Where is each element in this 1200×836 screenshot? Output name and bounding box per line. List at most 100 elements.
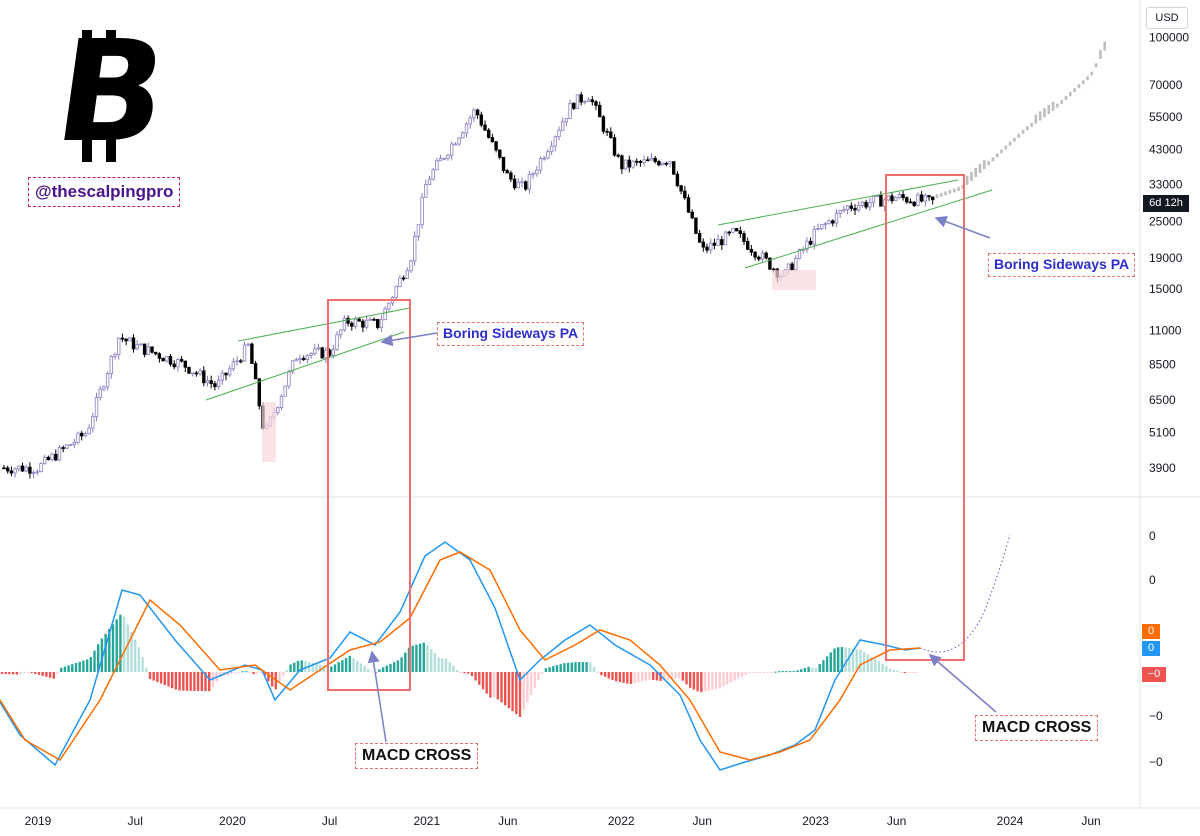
macd-cross-box-left[interactable] bbox=[327, 299, 411, 691]
annotation-pa-right[interactable]: Boring Sideways PA bbox=[988, 253, 1136, 277]
candle-body bbox=[897, 194, 902, 199]
candle-body bbox=[679, 185, 683, 192]
histogram-bar bbox=[689, 672, 692, 688]
histogram-bar bbox=[148, 672, 152, 680]
candle-body bbox=[572, 102, 576, 109]
histogram-bar bbox=[485, 672, 488, 694]
annotation-macd-left[interactable]: MACD CROSS bbox=[355, 743, 479, 769]
histogram-bar bbox=[270, 672, 274, 687]
histogram-bar bbox=[467, 672, 470, 674]
histogram-bar bbox=[496, 672, 499, 700]
candle-body bbox=[43, 456, 47, 465]
price-tick-label: 43000 bbox=[1149, 143, 1183, 157]
candle-body bbox=[161, 357, 165, 362]
candle-body bbox=[575, 94, 580, 109]
annotation-macd-right[interactable]: MACD CROSS bbox=[975, 715, 1099, 741]
histogram-bar bbox=[874, 659, 877, 672]
candle-body bbox=[723, 231, 728, 246]
candle-body bbox=[505, 170, 509, 174]
histogram-bar bbox=[681, 672, 684, 681]
histogram-bar bbox=[670, 672, 673, 680]
price-tick-label: 3900 bbox=[1149, 461, 1176, 475]
histogram-bar bbox=[818, 664, 821, 672]
candle-body bbox=[734, 228, 739, 232]
candle-body bbox=[142, 343, 147, 355]
candle-body bbox=[350, 322, 354, 327]
signal-line bbox=[0, 551, 921, 761]
candle-body bbox=[46, 456, 51, 461]
candle-body bbox=[668, 161, 672, 165]
candle-body bbox=[398, 277, 402, 288]
histogram-bar bbox=[60, 667, 63, 672]
histogram-bar bbox=[85, 659, 89, 672]
candle-body bbox=[424, 184, 428, 198]
histogram-bar bbox=[629, 672, 633, 684]
histogram-bar bbox=[37, 672, 41, 675]
projection-bar bbox=[1094, 63, 1098, 68]
projection-bar bbox=[995, 153, 999, 158]
histogram-bar bbox=[692, 672, 696, 690]
time-tick-label: 2022 bbox=[608, 814, 635, 828]
histogram-bar bbox=[696, 672, 699, 692]
histogram-bar bbox=[30, 672, 33, 674]
histogram-bar bbox=[437, 657, 440, 672]
candle-body bbox=[316, 347, 321, 350]
histogram-bar bbox=[463, 672, 466, 674]
time-tick-label: 2020 bbox=[219, 814, 246, 828]
candle-body bbox=[294, 359, 298, 362]
candle-body bbox=[583, 101, 587, 103]
annotation-pa-left[interactable]: Boring Sideways PA bbox=[437, 322, 585, 346]
candle-body bbox=[683, 190, 687, 199]
candle-body bbox=[364, 319, 369, 328]
currency-box[interactable]: USD bbox=[1146, 7, 1188, 29]
histogram-bar bbox=[385, 665, 388, 672]
histogram-bar bbox=[418, 643, 422, 672]
candle-body bbox=[912, 201, 916, 206]
candle-body bbox=[309, 353, 313, 356]
histogram-bar bbox=[677, 672, 681, 679]
price-tick-label: 11000 bbox=[1149, 323, 1182, 337]
candle-body bbox=[549, 145, 554, 153]
histogram-bar bbox=[729, 672, 733, 683]
histogram-bar bbox=[344, 658, 348, 672]
histogram-bar bbox=[422, 642, 425, 672]
macd-cross-box-right[interactable] bbox=[885, 174, 965, 661]
histogram-bar bbox=[193, 672, 196, 691]
histogram-bar bbox=[333, 664, 337, 672]
histogram-bar bbox=[888, 668, 892, 672]
histogram-bar bbox=[740, 672, 744, 677]
time-tick-label: 2019 bbox=[25, 814, 52, 828]
projection-bar bbox=[1030, 122, 1033, 127]
time-tick-label: 2024 bbox=[997, 814, 1024, 828]
histogram-bar bbox=[430, 649, 433, 672]
projection-bar bbox=[940, 192, 943, 197]
macd-value-text: 0 bbox=[1147, 642, 1155, 654]
projection-bar bbox=[974, 167, 977, 177]
histogram-bar bbox=[48, 672, 52, 678]
histogram-bar bbox=[788, 671, 792, 673]
candle-body bbox=[157, 353, 162, 359]
candle-body bbox=[235, 360, 239, 363]
price-tick-label: 100000 bbox=[1149, 31, 1189, 45]
histogram-bar bbox=[837, 647, 840, 672]
candle-body bbox=[760, 252, 765, 260]
histogram-bar bbox=[637, 672, 640, 683]
candle-body bbox=[820, 224, 824, 229]
candle-body bbox=[461, 132, 465, 139]
candle-body bbox=[453, 143, 458, 146]
annotation-pa-right-text: Boring Sideways PA bbox=[994, 256, 1130, 272]
histogram-bar bbox=[714, 672, 718, 690]
candle-body bbox=[335, 334, 339, 350]
candle-body bbox=[486, 129, 491, 138]
histogram-bar bbox=[45, 672, 48, 677]
candle-body bbox=[905, 197, 909, 203]
histogram-bar bbox=[585, 662, 588, 672]
candle-body bbox=[524, 181, 528, 190]
candle-body bbox=[512, 178, 517, 189]
candle-body bbox=[298, 358, 302, 361]
histogram-bar bbox=[548, 667, 551, 672]
projection-bar bbox=[1069, 92, 1072, 97]
candle-body bbox=[616, 154, 620, 157]
candle-body bbox=[442, 157, 446, 160]
